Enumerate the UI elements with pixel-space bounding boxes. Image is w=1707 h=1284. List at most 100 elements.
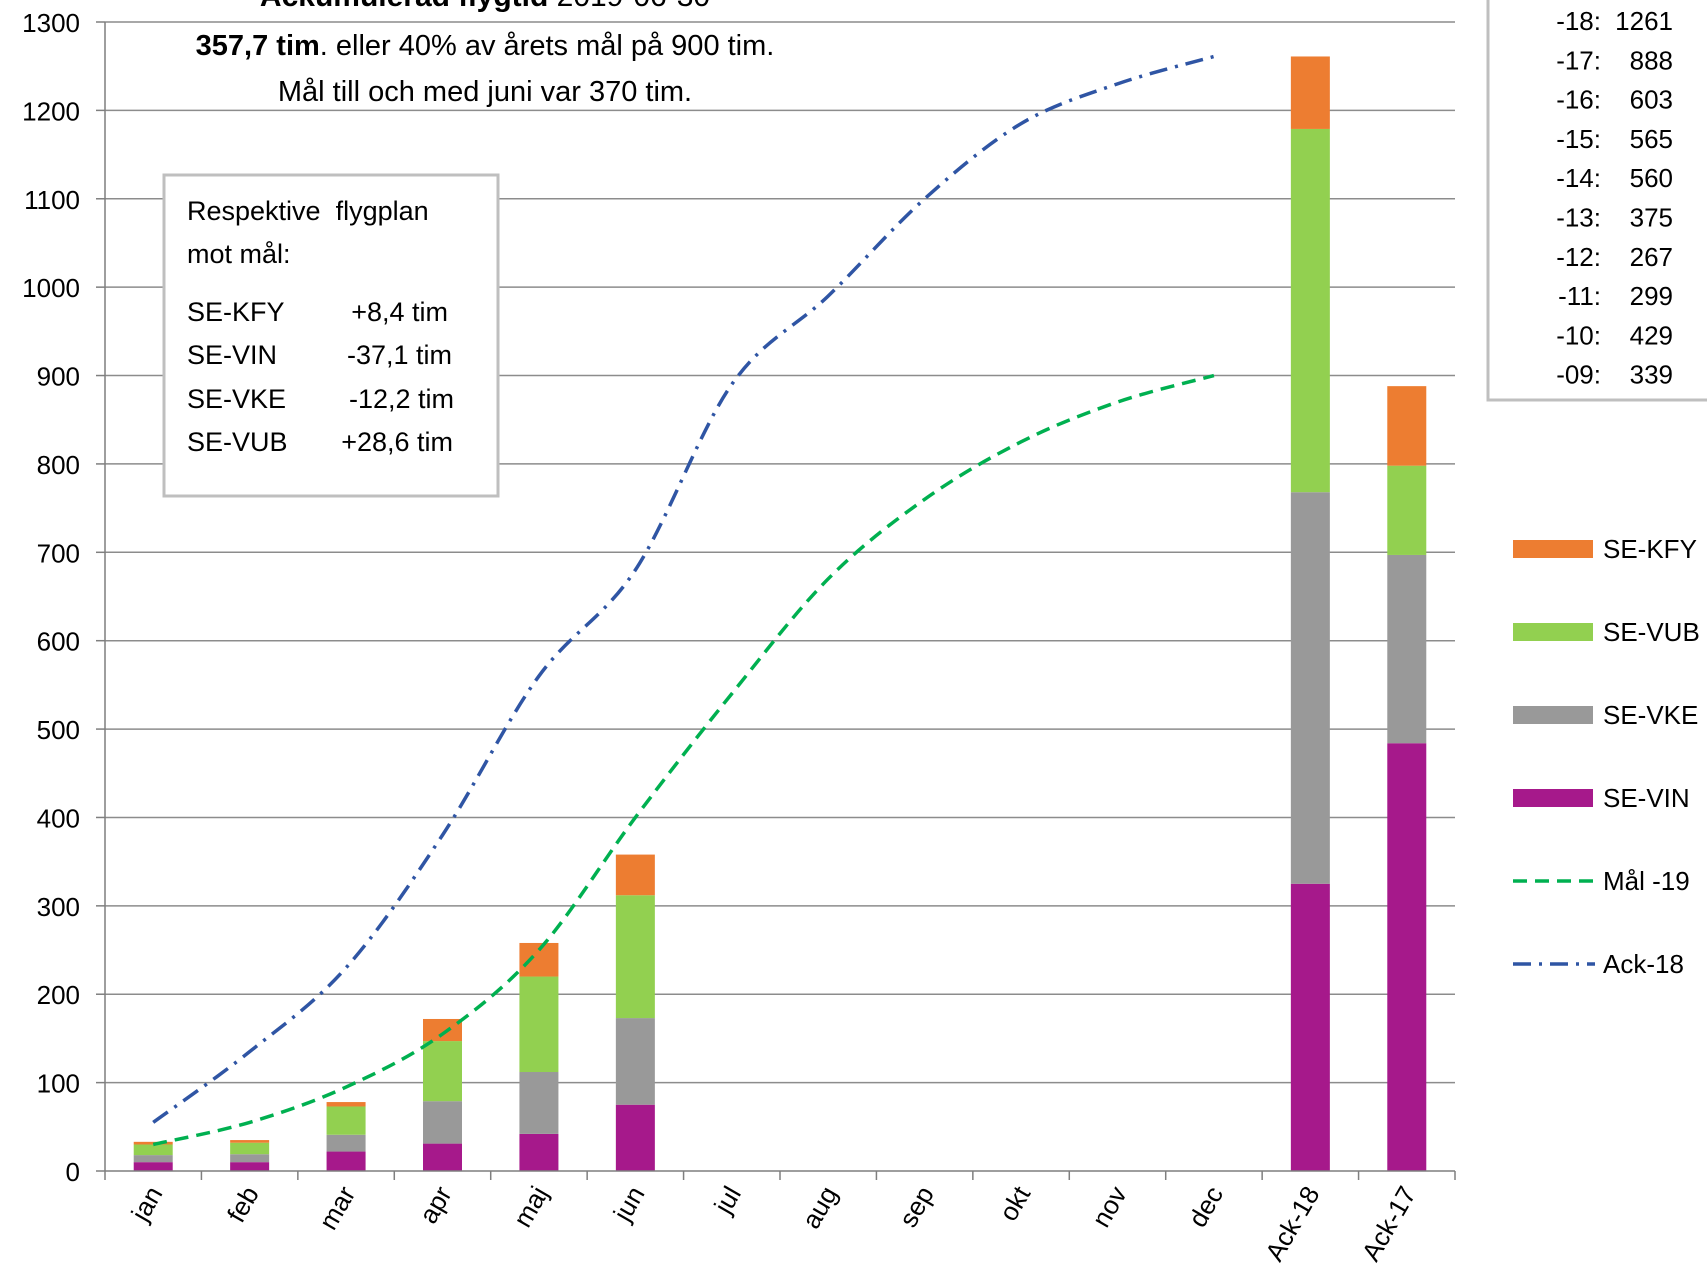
annotation-value: -12,2 tim	[349, 384, 454, 414]
legend-label: SE-VUB	[1603, 617, 1700, 647]
history-year: -11:	[1558, 281, 1601, 311]
bar-se-vke	[519, 1072, 559, 1134]
annotation-value: +28,6 tim	[341, 427, 453, 457]
legend-label: SE-KFY	[1603, 534, 1697, 564]
legend-label: SE-VIN	[1603, 783, 1690, 813]
x-tick-label: feb	[221, 1181, 265, 1227]
x-tick-label: okt	[993, 1180, 1037, 1226]
bar-se-vke	[133, 1155, 173, 1163]
legend-swatch-se-vke	[1513, 706, 1593, 724]
y-tick-label: 900	[37, 362, 80, 392]
y-tick-label: 0	[66, 1157, 80, 1187]
y-tick-label: 700	[37, 538, 80, 568]
bar-se-vke	[326, 1134, 366, 1152]
x-tick-label: apr	[413, 1181, 458, 1229]
bar-se-vin	[1387, 743, 1427, 1171]
bar-se-vin	[230, 1162, 270, 1171]
y-tick-label: 600	[37, 627, 80, 657]
legend-swatch-se-kfy	[1513, 540, 1593, 558]
history-year: -13:	[1556, 203, 1601, 233]
annotation-heading-line-2: mot mål:	[187, 239, 291, 269]
y-tick-label: 1300	[22, 8, 80, 38]
chart-title-bold: Ackumulerad flygtid	[260, 0, 548, 13]
annotation-value: -37,1 tim	[347, 340, 452, 370]
annotation-name: SE-VIN	[187, 340, 277, 370]
bar-se-vub	[519, 976, 559, 1073]
history-value: 565	[1630, 124, 1673, 154]
legend-label: SE-VKE	[1603, 700, 1698, 730]
history-year: -17:	[1556, 45, 1601, 75]
x-tick-label: nov	[1086, 1181, 1133, 1232]
legend-label: Ack-18	[1603, 949, 1684, 979]
x-tick-label: aug	[796, 1181, 844, 1234]
history-value: 267	[1630, 242, 1673, 272]
bar-se-kfy	[615, 854, 655, 896]
history-value: 429	[1630, 320, 1673, 350]
bar-se-vin	[1290, 883, 1330, 1171]
bar-se-vke	[423, 1101, 462, 1144]
line-mål-19	[152, 373, 1215, 1147]
x-tick-label: sep	[893, 1181, 940, 1232]
bar-se-vin	[519, 1133, 559, 1171]
bar-se-vin	[133, 1162, 173, 1171]
bar-se-vke	[1387, 554, 1427, 744]
history-year: -09:	[1556, 360, 1601, 390]
annotation-box: Respektive flygplan mot mål: SE-KFY +8,4…	[162, 173, 500, 498]
y-tick-label: 800	[37, 450, 80, 480]
y-tick-label: 1100	[24, 185, 80, 215]
bar-se-vub	[326, 1106, 366, 1135]
y-tick-label: 300	[37, 892, 80, 922]
bar-se-vin	[615, 1104, 655, 1171]
bar-se-kfy	[1290, 56, 1330, 129]
legend-label: Mål -19	[1603, 866, 1690, 896]
legend-swatch-se-vub	[1513, 623, 1593, 641]
bar-se-vke	[230, 1154, 270, 1163]
x-tick-label: Ack-18	[1259, 1181, 1325, 1266]
history-value: 888	[1630, 45, 1673, 75]
history-year: -12:	[1556, 242, 1601, 272]
chart-title: Ackumulerad flygtid 2019-06-30	[260, 0, 710, 13]
bar-se-kfy	[1387, 386, 1427, 466]
y-tick-label: 500	[37, 715, 80, 745]
history-value: 603	[1630, 85, 1673, 115]
bar-se-vub	[1387, 465, 1427, 555]
history-value: 375	[1630, 203, 1673, 233]
x-tick-label: dec	[1182, 1181, 1229, 1232]
annotation-value: +8,4 tim	[351, 297, 448, 327]
bars	[133, 56, 1427, 1171]
y-tick-label: 400	[37, 803, 80, 833]
chart-subtitle-rest: . eller 40% av årets mål på 900 tim.	[320, 30, 775, 62]
history-value: 1261	[1615, 6, 1673, 36]
annotation-name: SE-VUB	[187, 427, 288, 457]
bar-se-vub	[615, 895, 655, 1019]
bar-se-vin	[423, 1143, 462, 1171]
y-tick-label: 1200	[22, 96, 80, 126]
annotation-heading-line-1: Respektive flygplan	[187, 196, 429, 226]
bar-se-vub	[423, 1041, 462, 1102]
bar-se-kfy	[230, 1140, 270, 1143]
legend: SE-KFY SE-VUB SE-VKE SE-VIN Mål -19 Ack-18	[1513, 534, 1700, 979]
history-value: 339	[1630, 360, 1673, 390]
history-year: -16:	[1556, 85, 1601, 115]
y-tick-label: 100	[37, 1069, 80, 1099]
y-tick-label: 1000	[22, 273, 80, 303]
bar-se-kfy	[423, 1018, 462, 1042]
x-tick-label: mar	[313, 1181, 362, 1235]
history-box: -18: 1261 -17: 888 -16: 603 -15: 565 -14: 560 -13:…	[1486, 0, 1707, 402]
chart-subtitle-2: Mål till och med juni var 370 tim.	[278, 76, 692, 108]
chart-subtitle: 357,7 tim. eller 40% av årets mål på 900…	[196, 30, 775, 62]
chart-subtitle-bold: 357,7 tim	[196, 30, 320, 62]
y-tick-label: 200	[37, 980, 80, 1010]
bar-se-vke	[1290, 492, 1330, 884]
bar-se-kfy	[326, 1102, 366, 1107]
chart-title-date: 2019-06-30	[548, 0, 710, 13]
lines	[152, 54, 1215, 1147]
annotation-name: SE-VKE	[187, 384, 286, 414]
history-year: -14:	[1556, 163, 1601, 193]
annotation-name: SE-KFY	[187, 297, 285, 327]
bar-se-vub	[1290, 128, 1330, 493]
x-tick-label: maj	[507, 1181, 554, 1232]
x-axis: jan feb mar apr maj jun jul aug sep okt nov dec Ack-…	[104, 1170, 1456, 1266]
y-axis: 0 100 200 300 400 500 600 700 800 900 1000 1100 1200…	[22, 8, 106, 1187]
bar-se-vub	[230, 1142, 270, 1155]
